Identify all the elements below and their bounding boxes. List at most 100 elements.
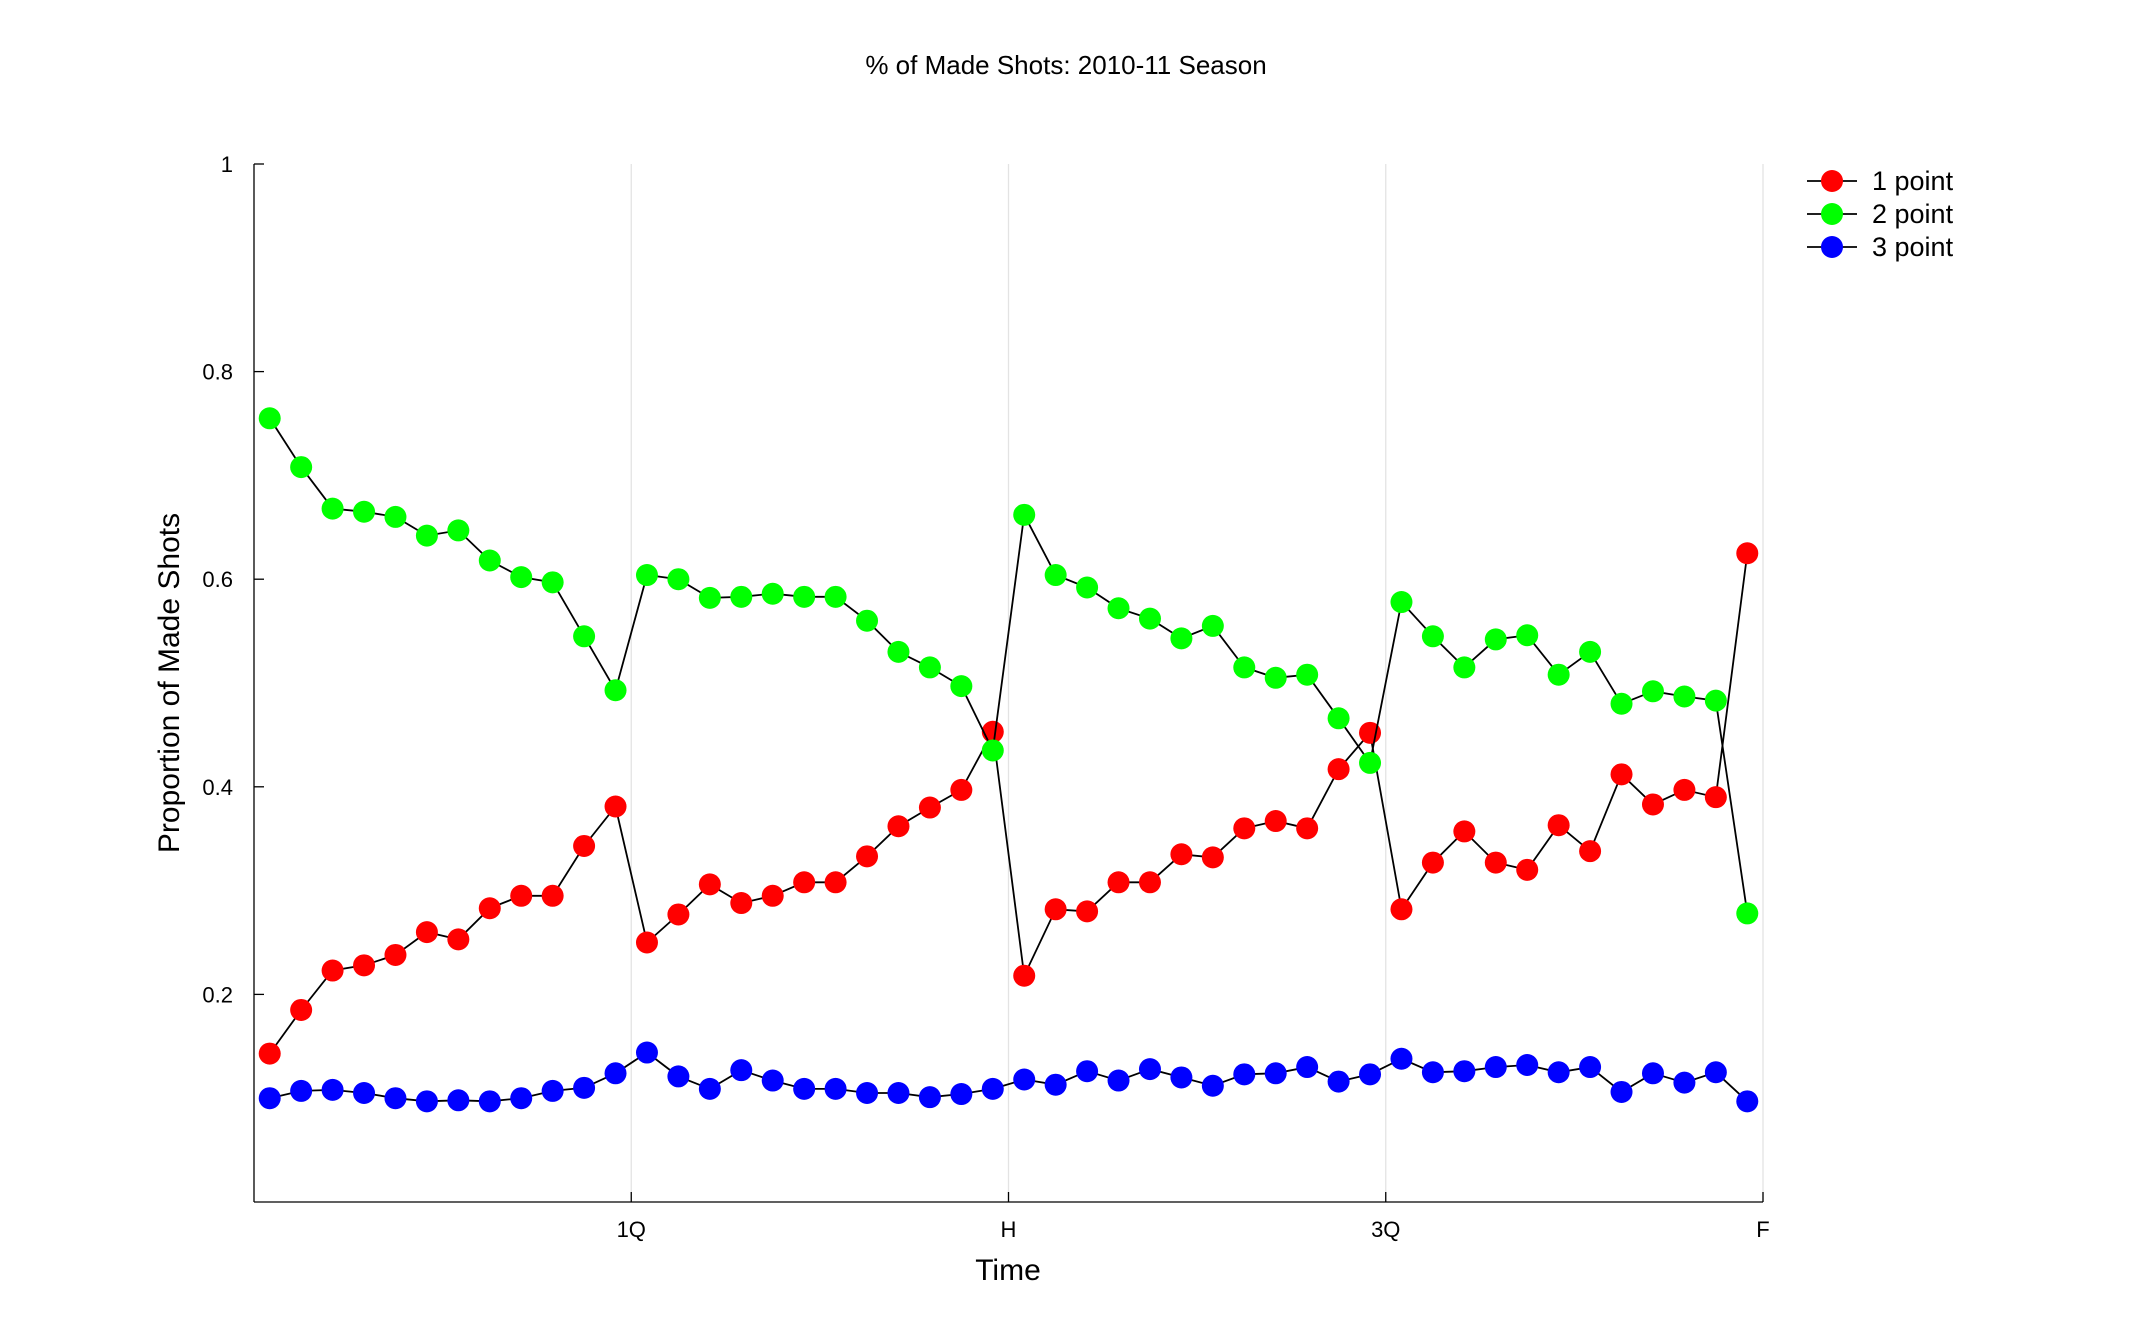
legend-marker-2-point xyxy=(1821,203,1843,225)
y-ticks: 0.2 0.4 0.6 0.8 1 xyxy=(202,152,264,1007)
point-3-point-6 xyxy=(447,1089,470,1112)
point-3-point-35 xyxy=(1359,1063,1382,1086)
point-2-point-4 xyxy=(384,505,407,528)
point-1-point-24 xyxy=(1013,964,1036,987)
point-1-point-7 xyxy=(478,897,501,920)
point-3-point-29 xyxy=(1170,1066,1193,1089)
point-3-point-4 xyxy=(384,1087,407,1110)
point-2-point-7 xyxy=(478,549,501,572)
point-1-point-33 xyxy=(1296,817,1319,840)
point-3-point-21 xyxy=(918,1086,941,1109)
point-2-point-25 xyxy=(1044,564,1067,587)
legend-item-2-point: 2 point xyxy=(1807,199,1954,229)
point-2-point-46 xyxy=(1704,689,1727,712)
point-2-point-0 xyxy=(258,407,281,430)
point-1-point-25 xyxy=(1044,898,1067,921)
y-tick-label-2: 0.6 xyxy=(202,567,233,592)
point-2-point-40 xyxy=(1516,624,1539,647)
point-3-point-17 xyxy=(793,1077,816,1100)
point-3-point-39 xyxy=(1484,1056,1507,1079)
point-1-point-16 xyxy=(761,884,784,907)
point-1-point-20 xyxy=(887,815,910,838)
point-3-point-28 xyxy=(1138,1058,1161,1081)
point-2-point-31 xyxy=(1233,656,1256,679)
point-3-point-9 xyxy=(541,1079,564,1102)
point-2-point-37 xyxy=(1421,625,1444,648)
point-1-point-21 xyxy=(918,796,941,819)
point-1-point-37 xyxy=(1421,851,1444,874)
point-1-point-27 xyxy=(1107,871,1130,894)
y-tick-label-3: 0.8 xyxy=(202,360,233,385)
point-3-point-30 xyxy=(1201,1074,1224,1097)
point-3-point-3 xyxy=(353,1082,376,1105)
point-2-point-24 xyxy=(1013,503,1036,526)
point-2-point-14 xyxy=(698,586,721,609)
point-1-point-32 xyxy=(1264,810,1287,833)
legend-label-1-point: 1 point xyxy=(1872,166,1954,196)
point-3-point-13 xyxy=(667,1065,690,1088)
point-3-point-46 xyxy=(1704,1061,1727,1084)
point-1-point-46 xyxy=(1704,786,1727,809)
point-1-point-36 xyxy=(1390,898,1413,921)
y-tick-label-4: 1 xyxy=(221,152,233,177)
point-1-point-42 xyxy=(1579,840,1602,863)
point-3-point-36 xyxy=(1390,1047,1413,1070)
point-3-point-15 xyxy=(730,1059,753,1082)
x-tick-label-2: 3Q xyxy=(1371,1217,1400,1242)
point-3-point-7 xyxy=(478,1090,501,1113)
point-1-point-0 xyxy=(258,1042,281,1065)
point-1-point-41 xyxy=(1547,814,1570,837)
point-3-point-43 xyxy=(1610,1080,1633,1103)
point-2-point-12 xyxy=(635,564,658,587)
point-1-point-22 xyxy=(950,778,973,801)
point-2-point-1 xyxy=(290,456,313,479)
point-1-point-9 xyxy=(541,884,564,907)
point-1-point-12 xyxy=(635,931,658,954)
point-3-point-19 xyxy=(856,1082,879,1105)
point-1-point-40 xyxy=(1516,858,1539,881)
point-2-point-9 xyxy=(541,571,564,594)
point-2-point-29 xyxy=(1170,627,1193,650)
point-3-point-10 xyxy=(573,1076,596,1099)
legend-item-1-point: 1 point xyxy=(1807,166,1954,196)
point-2-point-38 xyxy=(1453,656,1476,679)
point-3-point-27 xyxy=(1107,1069,1130,1092)
point-1-point-14 xyxy=(698,873,721,896)
point-2-point-41 xyxy=(1547,663,1570,686)
point-3-point-11 xyxy=(604,1062,627,1085)
point-3-point-25 xyxy=(1044,1073,1067,1096)
point-1-point-19 xyxy=(856,845,879,868)
point-1-point-5 xyxy=(415,921,438,944)
point-1-point-15 xyxy=(730,892,753,915)
point-2-point-36 xyxy=(1390,591,1413,614)
y-axis-label: Proportion of Made Shots xyxy=(153,513,186,853)
point-3-point-1 xyxy=(290,1079,313,1102)
point-1-point-43 xyxy=(1610,763,1633,786)
point-2-point-16 xyxy=(761,582,784,605)
point-3-point-2 xyxy=(321,1078,344,1101)
point-3-point-14 xyxy=(698,1077,721,1100)
point-2-point-15 xyxy=(730,585,753,608)
point-3-point-42 xyxy=(1579,1056,1602,1079)
point-3-point-47 xyxy=(1736,1090,1759,1113)
point-3-point-44 xyxy=(1641,1062,1664,1085)
point-2-point-42 xyxy=(1579,640,1602,663)
point-3-point-23 xyxy=(981,1077,1004,1100)
point-3-point-20 xyxy=(887,1082,910,1105)
point-3-point-34 xyxy=(1327,1070,1350,1093)
point-2-point-35 xyxy=(1359,751,1382,774)
point-1-point-28 xyxy=(1138,871,1161,894)
point-2-point-45 xyxy=(1673,685,1696,708)
series-2-point xyxy=(258,407,1759,925)
point-2-point-5 xyxy=(415,524,438,547)
point-1-point-4 xyxy=(384,943,407,966)
point-2-point-28 xyxy=(1138,607,1161,630)
point-2-point-22 xyxy=(950,675,973,698)
point-3-point-33 xyxy=(1296,1056,1319,1079)
point-3-point-45 xyxy=(1673,1071,1696,1094)
point-1-point-1 xyxy=(290,998,313,1021)
chart-title: % of Made Shots: 2010-11 Season xyxy=(865,50,1266,80)
legend-item-3-point: 3 point xyxy=(1807,232,1954,262)
series-1-point xyxy=(258,542,1759,1065)
